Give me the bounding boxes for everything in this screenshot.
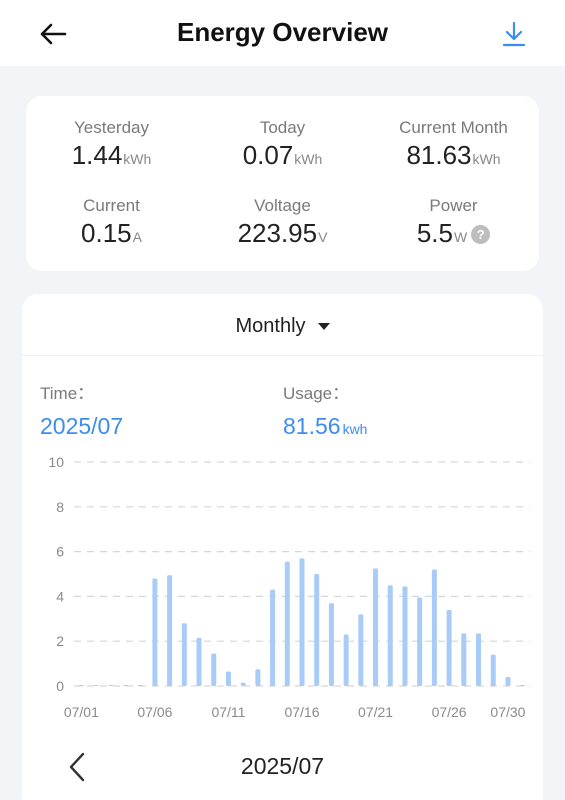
stat-label: Current Month	[399, 118, 508, 137]
stat-current: Current 0.15 A	[26, 196, 197, 249]
bar-07/24[interactable]	[417, 597, 423, 686]
period-dropdown[interactable]: Monthly	[22, 311, 543, 341]
chevron-left-icon	[69, 752, 85, 782]
stat-label: Yesterday	[74, 118, 149, 137]
bar-07/21[interactable]	[373, 568, 379, 686]
bar-07/01[interactable]	[78, 685, 84, 686]
bar-07/25[interactable]	[431, 569, 437, 686]
stat-unit: A	[132, 229, 142, 245]
stat-value: 1.44	[71, 140, 123, 170]
stat-power: Power 5.5 W ?	[368, 196, 539, 249]
stat-value: 5.5	[416, 218, 453, 248]
y-tick-label: 6	[56, 544, 64, 560]
divider	[22, 355, 543, 356]
stat-label: Today	[259, 118, 306, 137]
question-icon[interactable]: ?	[471, 225, 491, 244]
bar-07/11[interactable]	[225, 671, 231, 686]
stat-value: 81.63	[406, 140, 472, 170]
y-tick-label: 0	[56, 678, 64, 694]
download-button[interactable]	[497, 17, 531, 51]
stat-value: 0.15	[81, 218, 132, 248]
bar-07/26[interactable]	[446, 609, 452, 686]
top-bar: Energy Overview	[0, 0, 565, 66]
x-tick-label: 07/30	[490, 704, 525, 720]
bar-07/08[interactable]	[181, 623, 187, 686]
bar-07/04[interactable]	[122, 685, 128, 686]
stat-value: 0.07	[242, 140, 294, 170]
caret-down-icon	[317, 322, 330, 330]
current-month-label: 2025/07	[240, 753, 325, 779]
stat-label: Power	[429, 196, 478, 215]
time-label: Time：	[40, 384, 95, 403]
stat-unit: kWh	[294, 151, 323, 167]
time-value-text: 2025/07	[40, 413, 124, 439]
usage-value: 81.56 kwh	[283, 413, 367, 440]
bar-07/07[interactable]	[167, 575, 173, 686]
y-tick-label: 10	[48, 454, 64, 470]
stat-voltage: Voltage 223.95 V	[197, 196, 368, 249]
bar-07/14[interactable]	[270, 589, 276, 686]
stat-label: Voltage	[254, 196, 311, 215]
bar-07/16[interactable]	[299, 558, 305, 686]
usage-bar-chart: 0 2 4 6 8 10 07/01 07/06 07/11 07/16 07/21 07/26 07/…	[48, 454, 530, 720]
bar-07/18[interactable]	[328, 603, 334, 686]
y-tick-label: 8	[56, 499, 64, 515]
back-button[interactable]	[36, 17, 70, 51]
download-icon	[502, 21, 526, 47]
stat-label: Current	[83, 196, 140, 215]
bar-07/13[interactable]	[255, 669, 261, 686]
bar-07/22[interactable]	[387, 585, 393, 686]
x-tick-label: 07/11	[211, 704, 245, 720]
x-tick-label: 07/06	[137, 704, 172, 720]
usage-unit: kwh	[342, 421, 368, 437]
arrow-left-icon	[40, 23, 67, 45]
bar-07/09[interactable]	[196, 637, 202, 686]
bar-07/02[interactable]	[93, 685, 99, 686]
bar-07/30[interactable]	[505, 677, 511, 686]
stat-yesterday: Yesterday 1.44 kWh	[26, 118, 197, 171]
bar-07/05[interactable]	[137, 685, 143, 686]
bar-07/06[interactable]	[152, 578, 158, 686]
stat-today: Today 0.07 kWh	[197, 118, 368, 171]
usage-label: Usage：	[283, 384, 350, 403]
bar-07/17[interactable]	[314, 574, 320, 686]
stat-current-month: Current Month 81.63 kWh	[368, 118, 539, 171]
usage-value-text: 81.56	[283, 413, 341, 439]
bar-07/31[interactable]	[520, 685, 526, 686]
y-tick-label: 2	[56, 633, 64, 649]
time-value: 2025/07	[40, 413, 123, 440]
chart-card: Monthly Time： 2025/07 Usage： 81.56 kwh 0…	[22, 294, 543, 800]
bar-07/29[interactable]	[490, 654, 496, 686]
stat-value: 223.95	[237, 218, 318, 248]
bar-07/10[interactable]	[211, 653, 217, 686]
bar-07/19[interactable]	[343, 634, 349, 686]
previous-month-button[interactable]	[62, 749, 92, 785]
bar-07/12[interactable]	[240, 682, 246, 686]
bar-07/28[interactable]	[476, 633, 482, 686]
stat-unit: V	[318, 229, 328, 245]
stat-unit: W	[453, 229, 468, 245]
bar-07/27[interactable]	[461, 633, 467, 686]
bar-07/03[interactable]	[108, 685, 114, 686]
x-tick-label: 07/21	[358, 704, 393, 720]
period-dropdown-label: Monthly	[235, 314, 306, 337]
bar-07/23[interactable]	[402, 586, 408, 686]
stat-unit: kWh	[123, 151, 152, 167]
y-tick-label: 4	[56, 588, 64, 604]
page-title: Energy Overview	[177, 17, 388, 47]
bar-07/20[interactable]	[358, 614, 364, 686]
x-tick-label: 07/16	[284, 704, 319, 720]
x-tick-label: 07/01	[64, 704, 99, 720]
x-tick-label: 07/26	[432, 704, 467, 720]
stats-card: Yesterday 1.44 kWh Today 0.07 kWh Curren…	[26, 96, 539, 271]
stat-unit: kWh	[472, 151, 501, 167]
bar-07/15[interactable]	[284, 561, 290, 686]
